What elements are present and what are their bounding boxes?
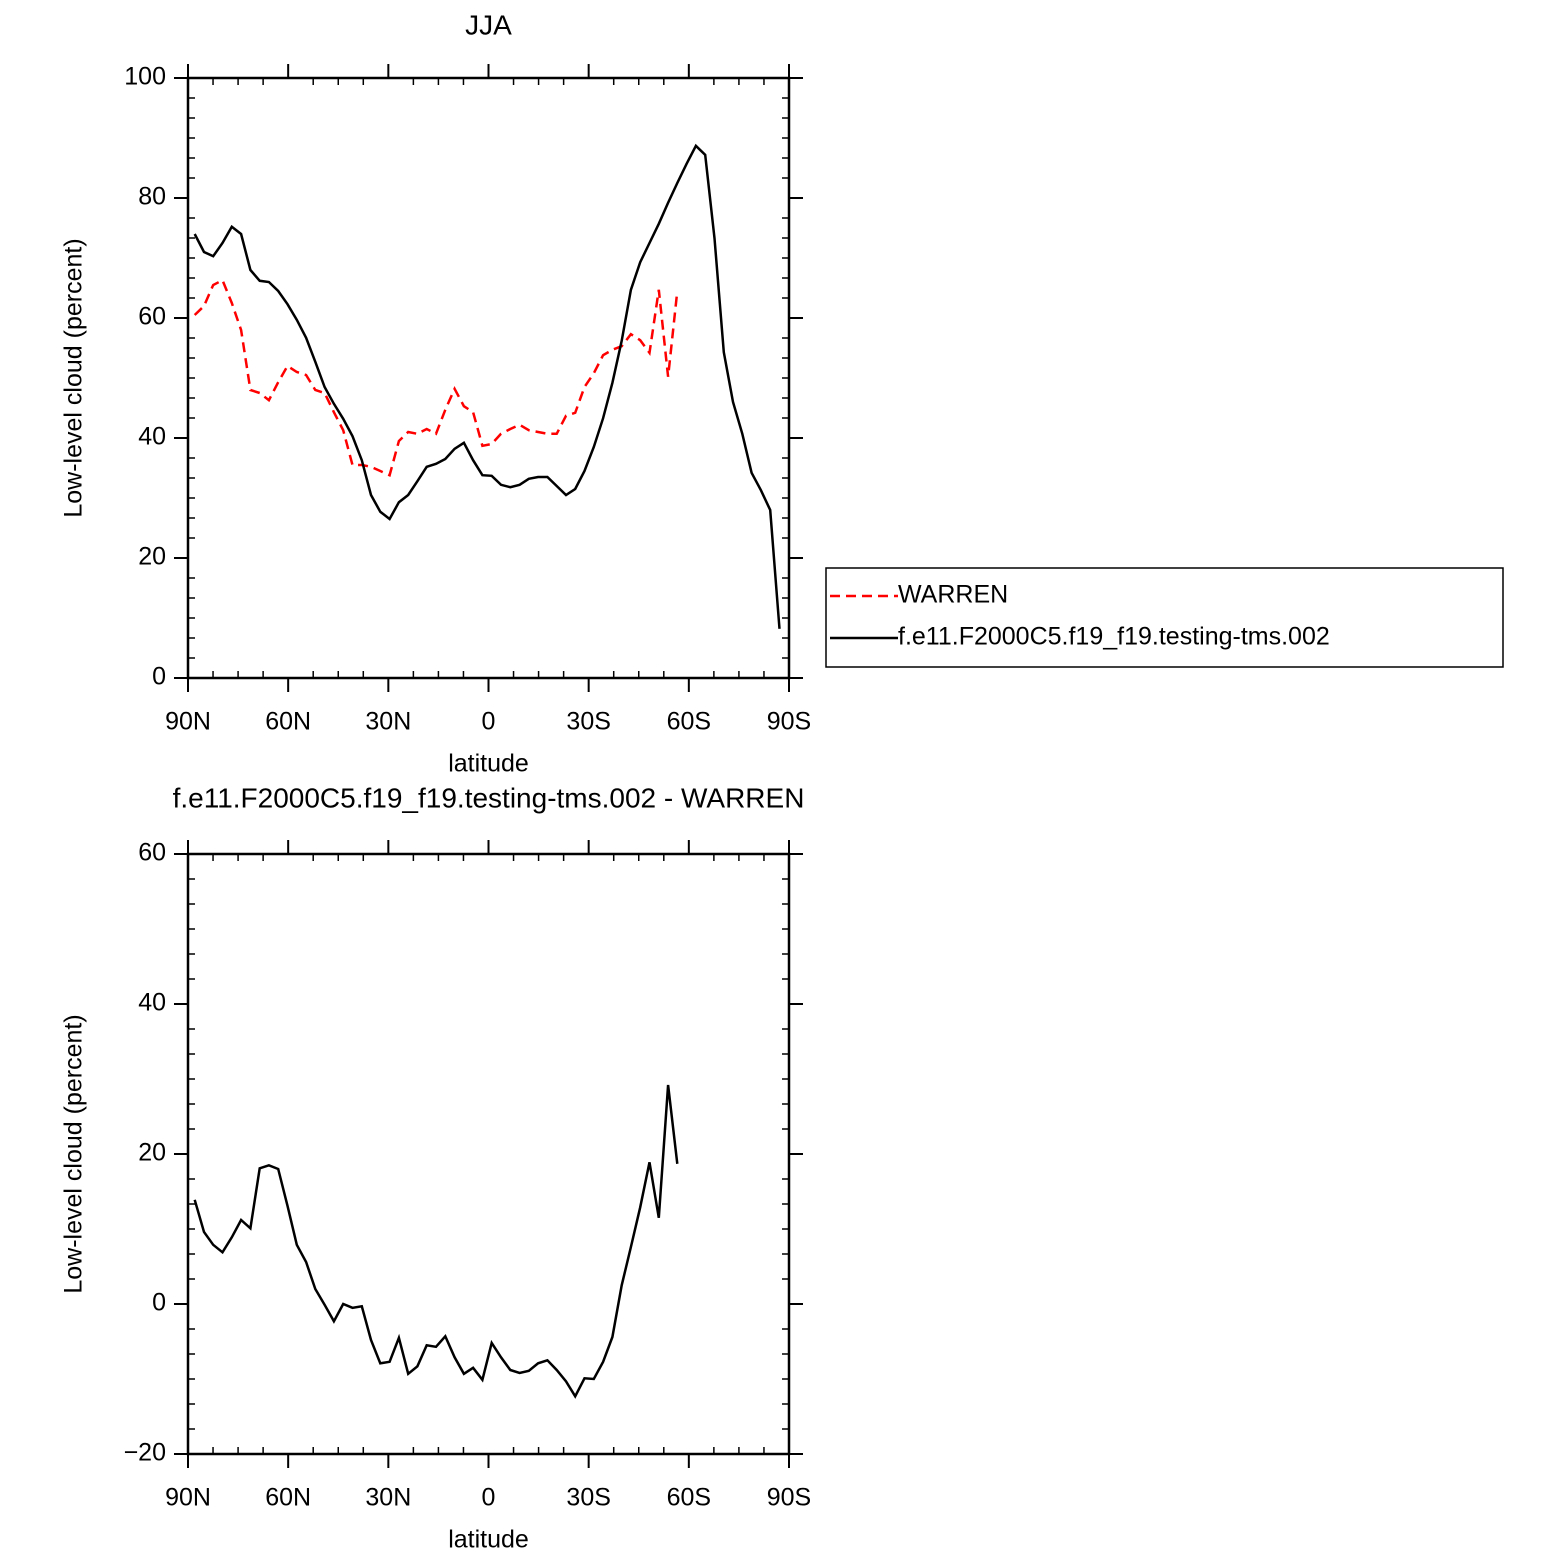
chart-title: JJA: [465, 9, 512, 40]
legend-label: WARREN: [898, 581, 1008, 609]
x-tick-label: 0: [482, 708, 496, 736]
x-tick-label: 30N: [365, 1484, 411, 1512]
x-axis-label: latitude: [448, 750, 529, 778]
data-line: [193, 143, 781, 629]
y-tick-label: 60: [138, 839, 166, 867]
y-tick-label: 60: [138, 303, 166, 331]
y-tick-label: −20: [124, 1439, 166, 1467]
y-tick-label: 80: [138, 183, 166, 211]
legend-label: f.e11.F2000C5.f19_f19.testing-tms.002: [898, 623, 1330, 651]
y-tick-label: 40: [138, 989, 166, 1017]
y-tick-label: 40: [138, 423, 166, 451]
x-axis-label: latitude: [448, 1526, 529, 1554]
x-tick-label: 30N: [365, 708, 411, 736]
y-axis-label: Low-level cloud (percent): [60, 238, 88, 517]
x-tick-label: 30S: [566, 1484, 610, 1512]
y-tick-label: 0: [152, 1289, 166, 1317]
x-tick-label: 90S: [767, 708, 811, 736]
x-tick-label: 60N: [265, 1484, 311, 1512]
x-tick-label: 60S: [667, 1484, 711, 1512]
x-tick-label: 30S: [566, 708, 610, 736]
legend-box: [825, 567, 1504, 668]
x-tick-label: 0: [482, 1484, 496, 1512]
x-tick-label: 90S: [767, 1484, 811, 1512]
y-tick-label: 100: [124, 63, 166, 91]
data-line: [193, 278, 679, 477]
y-tick-label: 20: [138, 543, 166, 571]
data-line: [193, 1084, 679, 1399]
y-tick-label: 0: [152, 663, 166, 691]
x-tick-label: 60S: [667, 708, 711, 736]
y-axis-label: Low-level cloud (percent): [60, 1014, 88, 1293]
x-tick-label: 90N: [165, 1484, 211, 1512]
chart-title: f.e11.F2000C5.f19_f19.testing-tms.002 - …: [173, 782, 805, 813]
x-tick-label: 60N: [265, 708, 311, 736]
plot-frame: [186, 76, 791, 680]
plot-frame: [186, 852, 791, 1456]
x-tick-label: 90N: [165, 708, 211, 736]
y-tick-label: 20: [138, 1139, 166, 1167]
